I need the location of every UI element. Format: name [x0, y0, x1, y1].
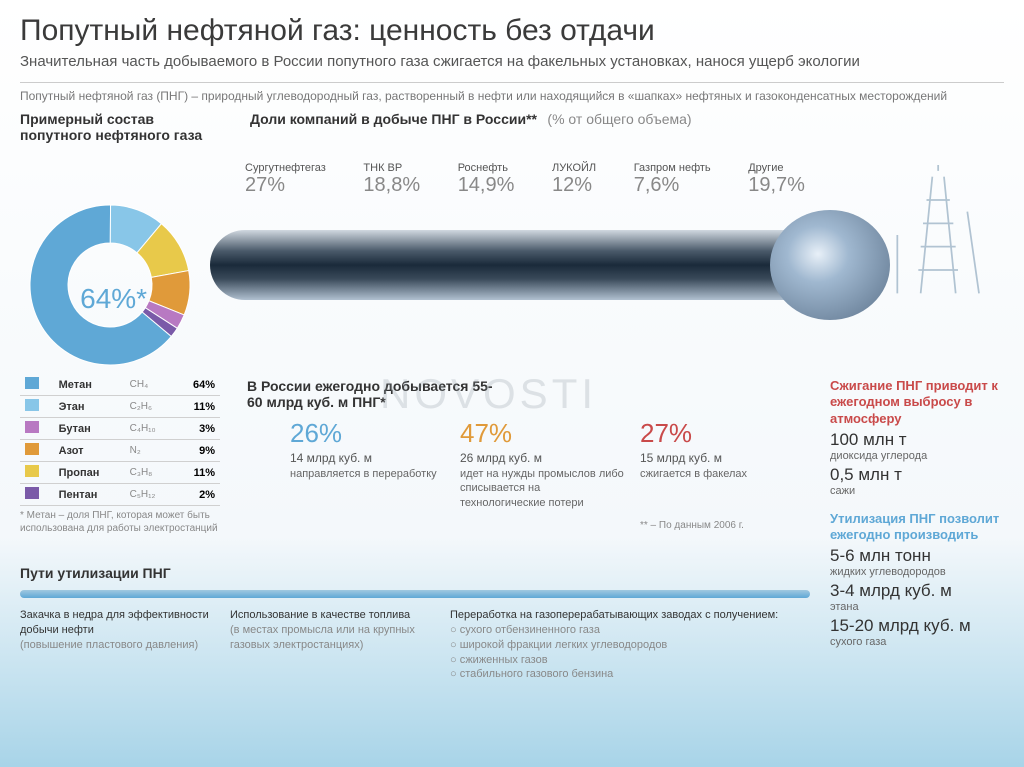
emissions-title: Сжигание ПНГ приводит к ежегодном выброс…: [830, 378, 1010, 427]
legend-row: МетанCH₄64%: [20, 374, 220, 396]
methane-footnote: * Метан – доля ПНГ, которая может быть и…: [20, 509, 220, 535]
sidebar-stats: Сжигание ПНГ приводит к ежегодном выброс…: [830, 378, 1010, 648]
oil-rig-icon: [884, 165, 1004, 305]
legend-row: БутанC₄H₁₀3%: [20, 418, 220, 440]
company-item: Сургутнефтегаз27%: [245, 162, 326, 197]
companies-row: Сургутнефтегаз27% ТНК ВР18,8% Роснефть14…: [245, 162, 805, 197]
utilization-title: Утилизация ПНГ позволит ежегодно произво…: [830, 511, 1010, 544]
legend-row: АзотN₂9%: [20, 440, 220, 462]
util-col-injection: Закачка в недра для эффективности добычи…: [20, 608, 210, 682]
usage-processing: 26% 14 млрд куб. м направляется в перера…: [290, 418, 455, 481]
usage-operations: 47% 26 млрд куб. м идет на нужды промысл…: [460, 418, 625, 510]
company-item: ЛУКОЙЛ12%: [552, 162, 596, 197]
pipe-end-graphic: [770, 210, 890, 320]
utilization-pipe-graphic: [20, 590, 810, 598]
data-year-note: ** – По данным 2006 г.: [640, 520, 744, 531]
pie-center-label: 64%*: [80, 283, 147, 315]
composition-legend: МетанCH₄64%ЭтанC₂H₆11%БутанC₄H₁₀3%АзотN₂…: [20, 374, 220, 506]
watermark: NOVOSTI: [380, 370, 597, 418]
shares-subtitle: (% от общего объема): [547, 111, 691, 127]
subtitle: Значительная часть добываемого в России …: [20, 52, 1004, 72]
legend-row: ПропанC₃H₈11%: [20, 462, 220, 484]
utilization-paths-title: Пути утилизации ПНГ: [20, 565, 171, 581]
composition-title: Примерный состав попутного нефтяного газ…: [20, 111, 210, 143]
utilization-columns: Закачка в недра для эффективности добычи…: [20, 608, 810, 682]
pipe-graphic: [210, 230, 810, 300]
company-item: Другие19,7%: [748, 162, 805, 197]
company-item: ТНК ВР18,8%: [363, 162, 420, 197]
pie-chart: 64%*: [20, 195, 200, 375]
company-item: Газпром нефть7,6%: [634, 162, 711, 197]
legend-row: ПентанC₅H₁₂2%: [20, 484, 220, 506]
legend-row: ЭтанC₂H₆11%: [20, 396, 220, 418]
company-item: Роснефть14,9%: [458, 162, 515, 197]
shares-title: Доли компаний в добыче ПНГ в России**: [250, 111, 537, 127]
usage-flaring: 27% 15 млрд куб. м сжигается в факелах: [640, 418, 805, 481]
util-col-fuel: Использование в качестве топлива (в мест…: [230, 608, 430, 682]
util-col-processing: Переработка на газоперерабатывающих заво…: [450, 608, 810, 682]
main-title: Попутный нефтяной газ: ценность без отда…: [20, 14, 1004, 48]
definition: Попутный нефтяной газ (ПНГ) – природный …: [20, 82, 1004, 103]
